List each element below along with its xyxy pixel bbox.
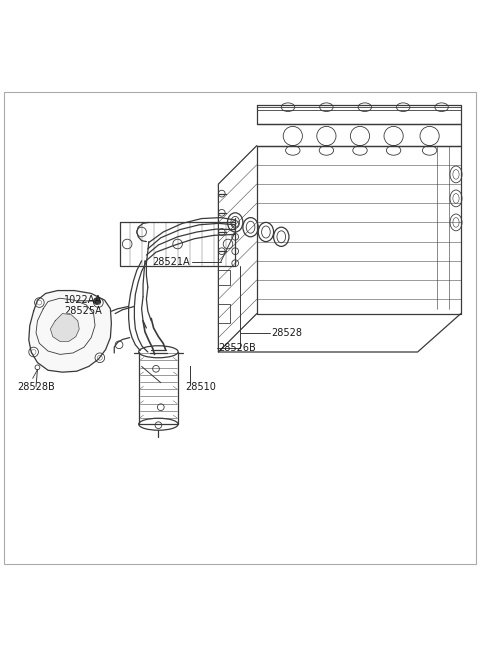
Text: 1022AA: 1022AA <box>64 295 102 305</box>
Text: 28528: 28528 <box>271 328 302 338</box>
Polygon shape <box>50 314 79 341</box>
Circle shape <box>94 298 103 308</box>
Polygon shape <box>36 298 95 354</box>
Text: 28521A: 28521A <box>152 256 190 267</box>
Text: 28525A: 28525A <box>64 306 102 316</box>
Circle shape <box>35 298 44 308</box>
Text: 28526B: 28526B <box>218 343 256 353</box>
Circle shape <box>29 347 38 357</box>
Circle shape <box>94 298 100 304</box>
Text: 28510: 28510 <box>185 382 216 392</box>
Polygon shape <box>29 291 111 372</box>
Circle shape <box>95 353 105 363</box>
Text: 28528B: 28528B <box>17 382 55 392</box>
